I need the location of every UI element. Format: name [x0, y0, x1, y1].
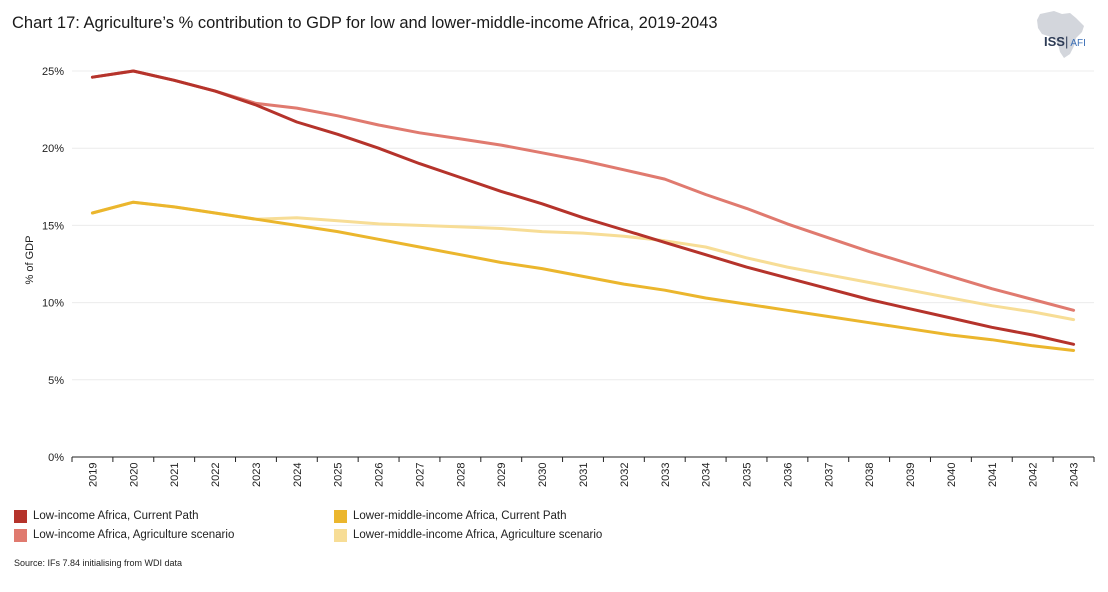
chart-legend: Low-income Africa, Current Path Lower-mi…	[14, 508, 714, 548]
x-tick-label: 2020	[128, 463, 140, 487]
x-tick-label: 2019	[87, 463, 99, 487]
x-tick-label: 2029	[496, 463, 508, 487]
x-tick-label: 2032	[619, 463, 631, 487]
x-tick-label: 2022	[210, 463, 222, 487]
legend-swatch	[334, 528, 347, 542]
series-line	[90, 200, 1076, 352]
y-tick-label: 20%	[42, 143, 64, 155]
series-line	[90, 69, 1076, 312]
legend-label: Lower-middle-income Africa, Current Path	[353, 510, 567, 522]
x-tick-label: 2041	[987, 463, 999, 487]
legend-swatch	[334, 509, 347, 523]
y-tick-label: 5%	[48, 375, 64, 387]
x-tick-label: 2021	[169, 463, 181, 487]
legend-item: Lower-middle-income Africa, Agriculture …	[334, 527, 602, 543]
x-tick-label: 2033	[660, 463, 672, 487]
x-tick-label: 2042	[1028, 463, 1040, 487]
x-tick-label: 2026	[374, 463, 386, 487]
legend-label: Lower-middle-income Africa, Agriculture …	[353, 529, 603, 541]
x-tick-label: 2027	[414, 463, 426, 487]
x-tick-label: 2025	[333, 463, 345, 487]
chart-title: Chart 17: Agriculture’s % contribution t…	[12, 14, 718, 32]
series-line	[90, 200, 1076, 322]
x-tick-label: 2023	[251, 463, 263, 487]
x-tick-label: 2036	[782, 463, 794, 487]
africa-map-icon	[1037, 11, 1084, 58]
x-tick-label: 2030	[537, 463, 549, 487]
iss-afi-logo: ISS| AFI	[1028, 8, 1094, 60]
legend-item: Lower-middle-income Africa, Current Path	[334, 508, 566, 524]
x-tick-label: 2043	[1069, 463, 1081, 487]
x-tick-label: 2039	[905, 463, 917, 487]
y-tick-label: 25%	[42, 66, 64, 78]
legend-item: Low-income Africa, Agriculture scenario	[14, 527, 234, 543]
x-tick-label: 2031	[578, 463, 590, 487]
legend-swatch	[14, 509, 27, 523]
x-tick-label: 2024	[292, 463, 304, 487]
legend-item: Low-income Africa, Current Path	[14, 508, 199, 524]
logo-wordmark: ISS| AFI	[1044, 34, 1086, 49]
y-tick-label: 0%	[48, 452, 64, 464]
y-tick-label: 10%	[42, 298, 64, 310]
legend-swatch	[14, 528, 27, 542]
x-tick-label: 2035	[742, 463, 754, 487]
x-tick-label: 2028	[455, 463, 467, 487]
y-tick-label: 15%	[42, 220, 64, 232]
legend-label: Low-income Africa, Agriculture scenario	[33, 529, 235, 541]
y-axis-label: % of GDP	[24, 236, 36, 285]
line-chart: 0% 5% 10% 15% 20% 25% 2019 2020 2021 2022 2023 2024…	[24, 66, 1095, 487]
legend-label: Low-income Africa, Current Path	[33, 510, 199, 522]
series-line	[90, 69, 1076, 346]
source-note: Source: IFs 7.84 initialising from WDI d…	[14, 558, 183, 568]
x-tick-label: 2034	[701, 463, 713, 487]
x-tick-label: 2038	[864, 463, 876, 487]
x-tick-label: 2040	[946, 463, 958, 487]
x-tick-label: 2037	[823, 463, 835, 487]
